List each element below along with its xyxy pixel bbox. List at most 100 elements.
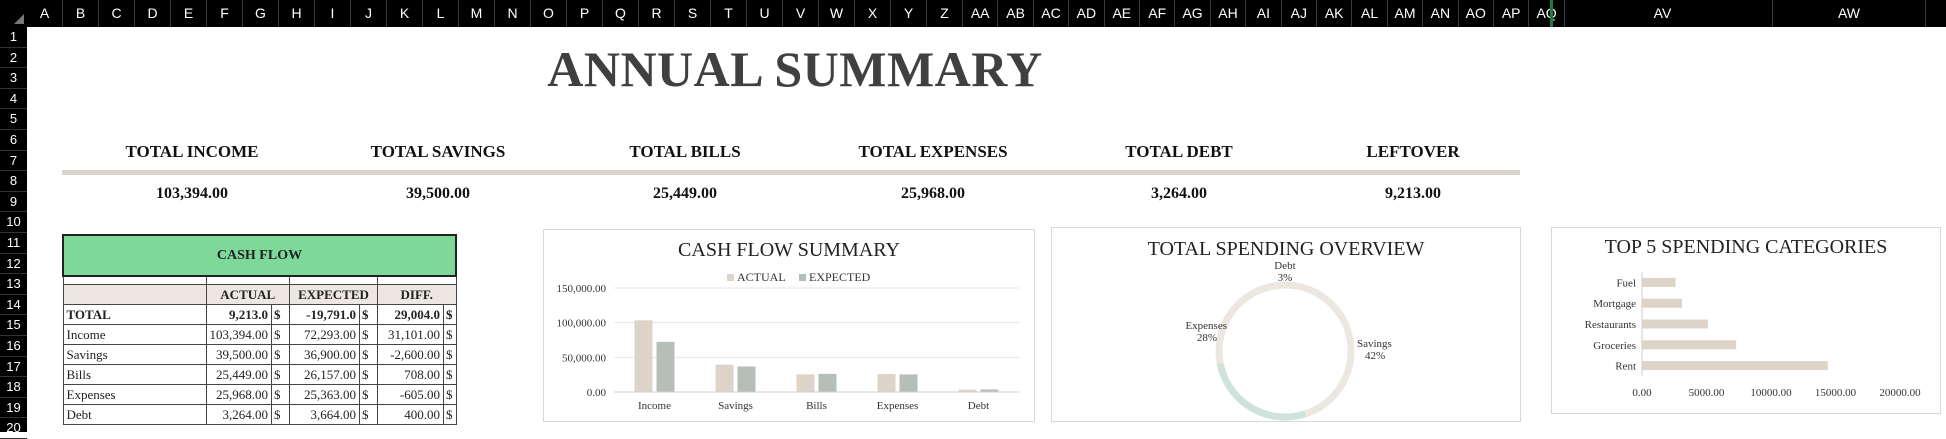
column-header[interactable]: F — [207, 0, 243, 27]
column-header[interactable]: I — [315, 0, 351, 27]
column-header[interactable]: G — [243, 0, 279, 27]
column-header[interactable]: AI — [1246, 0, 1282, 27]
bar-expected-debt[interactable] — [980, 389, 999, 392]
column-header[interactable]: AX — [1926, 0, 1946, 27]
expected-value[interactable]: 72,293.00 — [289, 323, 360, 345]
column-header[interactable]: Y — [891, 0, 927, 27]
kpi-total-expenses-value[interactable]: 25,968.00 — [901, 185, 965, 202]
total-spending-overview-chart[interactable]: TOTAL SPENDING OVERVIEW Debt 3% Savings 42%… — [1051, 227, 1521, 423]
bar-groceries[interactable] — [1642, 340, 1737, 350]
currency-symbol[interactable]: $ — [443, 403, 457, 425]
bar-restaurants[interactable] — [1642, 319, 1708, 329]
bar-fuel[interactable] — [1642, 277, 1676, 287]
expected-value[interactable]: -19,791.0 — [289, 303, 360, 325]
donut-slice-debt[interactable] — [1284, 281, 1299, 290]
cash-flow-title[interactable]: CASH FLOW — [62, 234, 457, 277]
kpi-total-debt-value[interactable]: 3,264.00 — [1151, 185, 1207, 202]
row-header[interactable]: 6 — [0, 130, 27, 151]
currency-symbol[interactable]: $ — [359, 383, 378, 405]
actual-value[interactable]: 3,264.00 — [205, 403, 272, 425]
diff-value[interactable]: -2,600.00 — [377, 343, 444, 365]
column-header[interactable]: AO — [1459, 0, 1494, 27]
diff-value[interactable]: 31,101.00 — [377, 323, 444, 345]
row-label[interactable]: Debt — [62, 403, 207, 425]
bar-expected-expenses[interactable] — [899, 374, 918, 392]
actual-value[interactable]: 25,968.00 — [205, 383, 272, 405]
bar-actual-debt[interactable] — [958, 389, 977, 392]
currency-symbol[interactable]: $ — [271, 383, 290, 405]
row-header[interactable]: 8 — [0, 171, 27, 192]
column-header[interactable]: S — [675, 0, 711, 27]
column-header[interactable]: AN — [1423, 0, 1459, 27]
row-header[interactable]: 3 — [0, 68, 27, 89]
column-header[interactable]: Z — [927, 0, 963, 27]
kpi-total-income-value[interactable]: 103,394.00 — [156, 185, 228, 202]
row-header[interactable]: 4 — [0, 89, 27, 110]
actual-value[interactable]: 39,500.00 — [205, 343, 272, 365]
donut-slice-bills[interactable] — [1216, 362, 1307, 421]
column-header[interactable]: B — [63, 0, 99, 27]
column-header[interactable]: N — [495, 0, 531, 27]
diff-value[interactable]: 708.00 — [377, 363, 444, 385]
header-blank-cell[interactable] — [62, 283, 207, 305]
row-header[interactable]: 19 — [0, 398, 27, 419]
diff-value[interactable]: 29,004.0 — [377, 303, 444, 325]
column-header[interactable]: H — [279, 0, 315, 27]
row-header[interactable]: 1 — [0, 27, 27, 48]
header-actual[interactable]: ACTUAL — [205, 283, 290, 305]
actual-value[interactable]: 9,213.0 — [205, 303, 272, 325]
bar-expected-bills[interactable] — [818, 373, 837, 392]
row-header[interactable]: 9 — [0, 192, 27, 213]
currency-symbol[interactable]: $ — [359, 323, 378, 345]
row-label[interactable]: Income — [62, 323, 207, 345]
column-header[interactable]: J — [351, 0, 387, 27]
column-header[interactable]: AH — [1211, 0, 1247, 27]
currency-symbol[interactable]: $ — [443, 303, 457, 325]
column-header[interactable]: L — [423, 0, 459, 27]
column-header[interactable]: AE — [1105, 0, 1140, 27]
column-header[interactable]: P — [567, 0, 603, 27]
cash-flow-summary-chart[interactable]: CASH FLOW SUMMARY 0.00 50,000.00 100,000.0… — [543, 229, 1035, 422]
column-header[interactable]: E — [171, 0, 207, 27]
top-spending-categories-chart[interactable]: TOP 5 SPENDING CATEGORIES Fuel Mortgage Re… — [1551, 227, 1941, 414]
currency-symbol[interactable]: $ — [271, 303, 290, 325]
currency-symbol[interactable]: $ — [271, 343, 290, 365]
column-header[interactable]: AD — [1069, 0, 1105, 27]
column-header[interactable]: U — [747, 0, 783, 27]
currency-symbol[interactable]: $ — [271, 403, 290, 425]
expected-value[interactable]: 3,664.00 — [289, 403, 360, 425]
column-header[interactable]: D — [135, 0, 171, 27]
currency-symbol[interactable]: $ — [359, 303, 378, 325]
row-header[interactable]: 20 — [0, 418, 27, 439]
row-header[interactable]: 18 — [0, 377, 27, 398]
row-header[interactable]: 12 — [0, 254, 27, 275]
column-header[interactable]: X — [855, 0, 891, 27]
column-header[interactable]: AA — [963, 0, 999, 27]
column-header[interactable]: C — [99, 0, 135, 27]
row-header[interactable]: 13 — [0, 274, 27, 295]
donut-slice-savings[interactable] — [1296, 282, 1355, 418]
column-header[interactable]: AJ — [1282, 0, 1317, 27]
row-header[interactable]: 2 — [0, 48, 27, 69]
currency-symbol[interactable]: $ — [443, 383, 457, 405]
column-header[interactable]: W — [819, 0, 855, 27]
actual-value[interactable]: 103,394.00 — [205, 323, 272, 345]
currency-symbol[interactable]: $ — [443, 323, 457, 345]
row-header[interactable]: 16 — [0, 336, 27, 357]
kpi-leftover-value[interactable]: 9,213.00 — [1385, 185, 1441, 202]
currency-symbol[interactable]: $ — [359, 403, 378, 425]
column-header[interactable]: AB — [998, 0, 1034, 27]
column-header[interactable]: T — [711, 0, 747, 27]
column-header[interactable]: M — [459, 0, 495, 27]
row-label[interactable]: Savings — [62, 343, 207, 365]
row-label[interactable]: Bills — [62, 363, 207, 385]
bar-actual-expenses[interactable] — [877, 373, 896, 392]
column-header[interactable]: K — [387, 0, 423, 27]
donut-slice-expenses[interactable] — [1215, 281, 1286, 365]
column-header[interactable]: Q — [603, 0, 639, 27]
row-header[interactable]: 11 — [0, 233, 27, 254]
header-diff[interactable]: DIFF. — [377, 283, 457, 305]
column-header[interactable]: AP — [1494, 0, 1530, 27]
currency-symbol[interactable]: $ — [443, 343, 457, 365]
row-header[interactable]: 15 — [0, 315, 27, 336]
